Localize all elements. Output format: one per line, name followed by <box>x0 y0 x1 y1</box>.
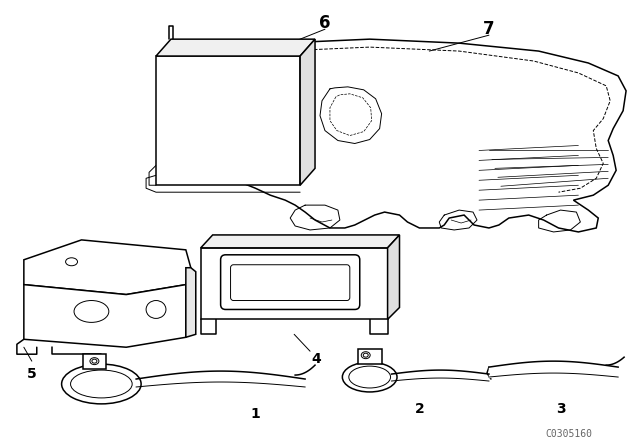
Polygon shape <box>300 39 315 185</box>
Polygon shape <box>83 354 106 369</box>
Polygon shape <box>388 235 399 319</box>
FancyBboxPatch shape <box>221 255 360 310</box>
Polygon shape <box>171 39 626 232</box>
Text: 4: 4 <box>311 352 321 366</box>
Text: 7: 7 <box>483 20 495 38</box>
Polygon shape <box>24 240 191 294</box>
Polygon shape <box>156 56 300 185</box>
Polygon shape <box>156 39 315 56</box>
Text: 3: 3 <box>556 402 565 416</box>
Text: 6: 6 <box>319 14 331 32</box>
Polygon shape <box>186 268 196 337</box>
Text: C0305160: C0305160 <box>545 429 592 439</box>
Polygon shape <box>201 235 399 248</box>
Ellipse shape <box>342 362 397 392</box>
Polygon shape <box>358 349 381 364</box>
Polygon shape <box>24 284 186 347</box>
Ellipse shape <box>61 364 141 404</box>
Text: 1: 1 <box>250 407 260 421</box>
Polygon shape <box>201 248 388 319</box>
FancyBboxPatch shape <box>230 265 350 301</box>
Text: 2: 2 <box>415 402 424 416</box>
Text: 5: 5 <box>27 367 36 381</box>
